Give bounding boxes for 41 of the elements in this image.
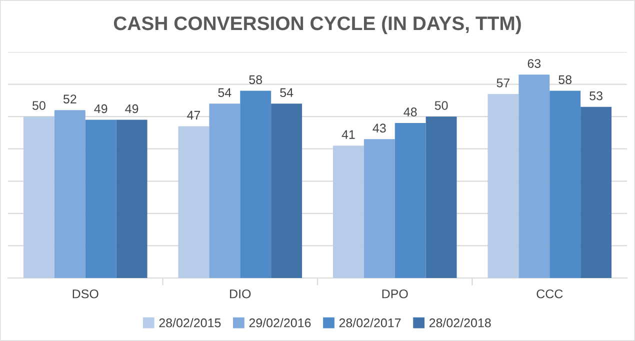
data-label: 54 xyxy=(218,88,232,98)
bar xyxy=(209,104,240,278)
legend-label: 28/02/2018 xyxy=(429,318,491,328)
bar xyxy=(85,120,116,278)
chart-title: CASH CONVERSION CYCLE (IN DAYS, TTM) xyxy=(114,16,521,34)
data-label: 63 xyxy=(528,59,541,68)
bar xyxy=(488,94,519,278)
legend-label: 29/02/2016 xyxy=(249,318,311,328)
bar xyxy=(394,123,426,278)
bar xyxy=(518,74,550,278)
data-label: 41 xyxy=(342,130,355,139)
data-label: 53 xyxy=(590,91,602,100)
x-tick-label: DIO xyxy=(230,289,251,298)
data-label: 52 xyxy=(63,94,76,104)
bar xyxy=(364,139,395,278)
bar xyxy=(550,90,581,278)
data-label: 50 xyxy=(434,101,448,110)
x-tick-label: DPO xyxy=(382,289,408,298)
bar xyxy=(23,116,54,278)
bar xyxy=(116,120,148,278)
bar xyxy=(54,110,86,278)
data-label: 57 xyxy=(496,78,510,88)
bar xyxy=(426,116,457,278)
bar xyxy=(580,106,612,278)
bar xyxy=(178,126,210,278)
legend-label: 28/02/2015 xyxy=(159,318,221,328)
data-label: 43 xyxy=(372,124,386,133)
bar xyxy=(271,104,302,278)
data-label: 49 xyxy=(94,104,108,114)
legend-label: 28/02/2017 xyxy=(339,318,401,328)
data-label: 49 xyxy=(125,104,138,114)
x-tick-label: DSO xyxy=(72,289,98,298)
data-label: 54 xyxy=(280,88,294,98)
data-label: 58 xyxy=(558,75,572,84)
bar xyxy=(332,146,364,278)
bar xyxy=(240,90,272,278)
x-tick-label: CCC xyxy=(536,289,563,298)
data-label: 50 xyxy=(32,101,46,110)
data-label: 47 xyxy=(187,110,200,120)
data-label: 58 xyxy=(249,75,262,84)
data-label: 48 xyxy=(404,108,417,116)
